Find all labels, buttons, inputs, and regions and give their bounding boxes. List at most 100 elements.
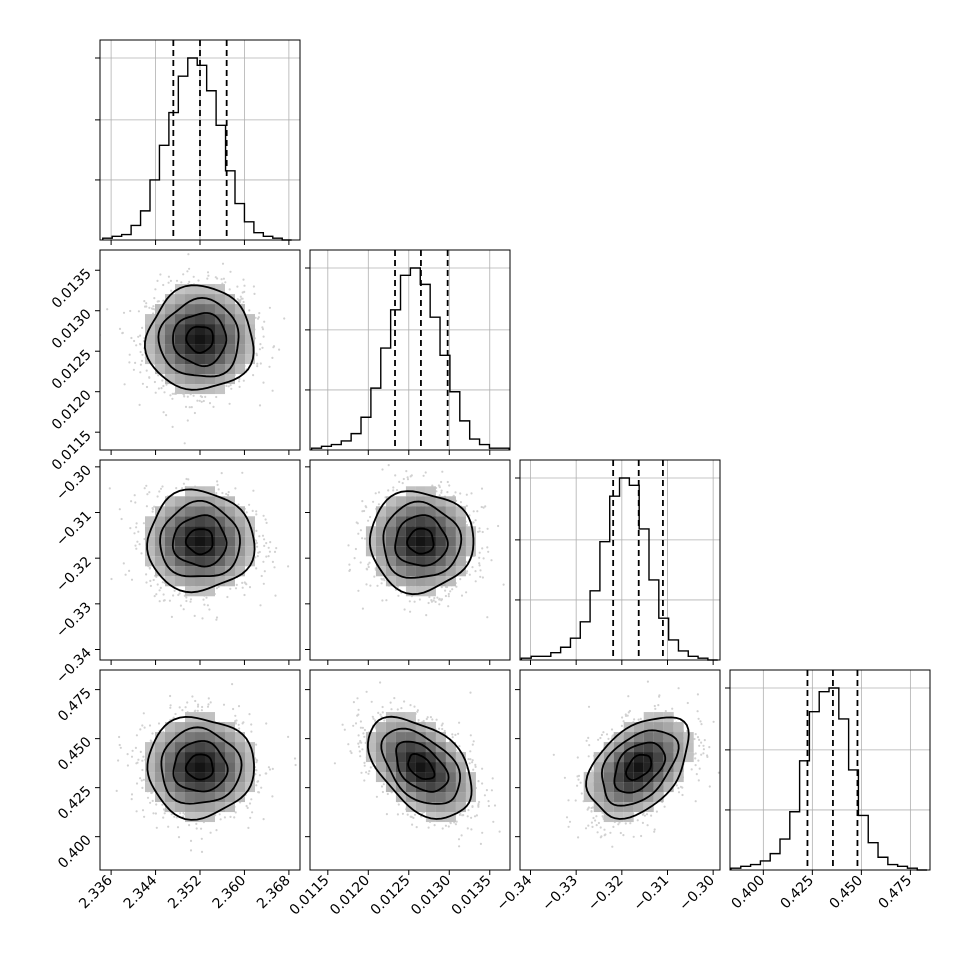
density-cell [195,334,205,345]
density-cell [165,546,175,557]
density-cell [593,782,604,793]
density-cell [175,334,185,345]
density-cell [215,516,225,527]
density-cell [185,782,195,793]
x-tick-label: 0.0115 [287,873,333,919]
density-cell [663,752,674,763]
density-cell [455,792,466,803]
density-cell [145,742,155,753]
x-tick-label: 2.344 [121,872,161,912]
density-cell [425,782,436,793]
density-cell [653,752,664,763]
density-cell [195,752,205,763]
density-cell [425,486,436,497]
density-cell [225,576,235,587]
density-cell [633,762,644,773]
density-cell [145,344,155,355]
density-cell [225,314,235,325]
density-cell [425,772,436,783]
density-cell [175,294,185,305]
density-cell [385,576,396,587]
density-cell [425,536,436,547]
density-cell [215,772,225,783]
scatter-panel-0-2 [99,459,301,661]
density-cell [375,546,386,557]
density-cell [145,516,155,527]
density-cell [165,802,175,813]
contour-line [600,729,680,807]
density-cell [465,526,476,537]
density-cell [175,546,185,557]
density-cell [445,506,456,517]
density-cell [643,732,654,743]
density-cell [165,354,175,365]
density-cell [165,374,175,385]
density-cell [673,732,684,743]
density-cell [613,732,624,743]
density-cell [235,354,245,365]
density-cell [613,812,624,823]
x-tick-label: 2.352 [165,873,205,913]
density-cell [155,334,165,345]
density-cell [385,546,396,557]
density-cell [205,314,215,325]
density-cell [405,576,416,587]
density-cell [385,526,396,537]
density-cell [215,496,225,507]
density-cell [185,354,195,365]
scatter-panel-0-3 [99,669,301,871]
density-cell [185,516,195,527]
density-cell [185,556,195,567]
density-cell [185,742,195,753]
density-cell [195,284,205,295]
density-cell [215,526,225,537]
density-cell [395,516,406,527]
density-cell [215,364,225,375]
density-cell [405,782,416,793]
contour-line [184,528,214,556]
density-cell [185,486,195,497]
panel-frame [309,249,511,451]
density-cell [653,712,664,723]
density-cell [405,772,416,783]
density-cell [435,546,446,557]
density-cell [245,516,255,527]
density-cell [205,506,215,517]
density-cell [215,556,225,567]
density-cell [195,792,205,803]
density-cell [395,712,406,723]
density-cell [145,536,155,547]
density-cell [225,506,235,517]
density-cell [225,732,235,743]
density-cell [643,772,654,783]
density-cell [623,802,634,813]
density-cell [165,334,175,345]
density-cell [155,566,165,577]
contour-line [146,488,256,594]
density-cell [195,566,205,577]
density-cell [195,304,205,315]
density-cell [603,762,614,773]
density-cell [455,782,466,793]
density-cell [185,812,195,823]
density-cell [205,496,215,507]
density-cell [155,364,165,375]
density-cell [185,294,195,305]
density-cell [365,732,376,743]
density-cell [165,782,175,793]
density-cell [593,772,604,783]
density-cell [195,802,205,813]
density-cell [225,782,235,793]
density-cell [215,792,225,803]
density-cell [175,516,185,527]
density-cell [205,516,215,527]
density-cell [643,742,654,753]
density-cell [643,762,654,773]
density-cell [195,354,205,365]
density-cell [395,732,406,743]
density-cell [435,762,446,773]
density-cell [175,576,185,587]
density-cell [375,762,386,773]
density-cell [195,732,205,743]
density-cell [185,536,195,547]
